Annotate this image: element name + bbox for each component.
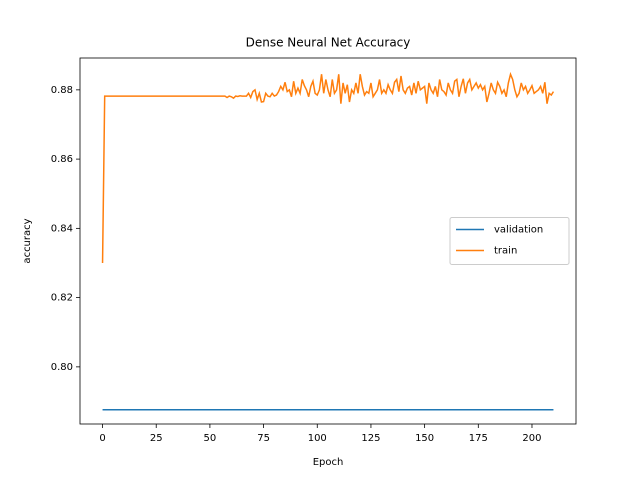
y-tick-label: 0.82 xyxy=(51,293,73,304)
x-tick-label: 75 xyxy=(257,433,270,444)
axes-frame xyxy=(79,57,577,425)
legend-label: validation xyxy=(494,225,543,236)
chart-title: Dense Neural Net Accuracy xyxy=(246,36,411,50)
x-tick-label: 200 xyxy=(522,433,541,444)
x-axis-label: Epoch xyxy=(313,457,344,468)
y-tick-label: 0.86 xyxy=(51,154,73,165)
y-axis-label: accuracy xyxy=(22,218,33,263)
y-tick-label: 0.84 xyxy=(51,223,73,234)
series-line xyxy=(101,71,555,263)
x-tick-label: 125 xyxy=(361,433,380,444)
y-tick-label: 0.88 xyxy=(51,85,73,96)
x-tick-label: 25 xyxy=(150,433,163,444)
x-tick-label: 175 xyxy=(469,433,488,444)
x-tick-label: 0 xyxy=(99,433,105,444)
x-tick-label: 100 xyxy=(308,433,327,444)
x-tick-label: 150 xyxy=(415,433,434,444)
x-tick-label: 50 xyxy=(204,433,217,444)
y-tick-label: 0.80 xyxy=(51,362,73,373)
legend-label: train xyxy=(494,246,517,257)
